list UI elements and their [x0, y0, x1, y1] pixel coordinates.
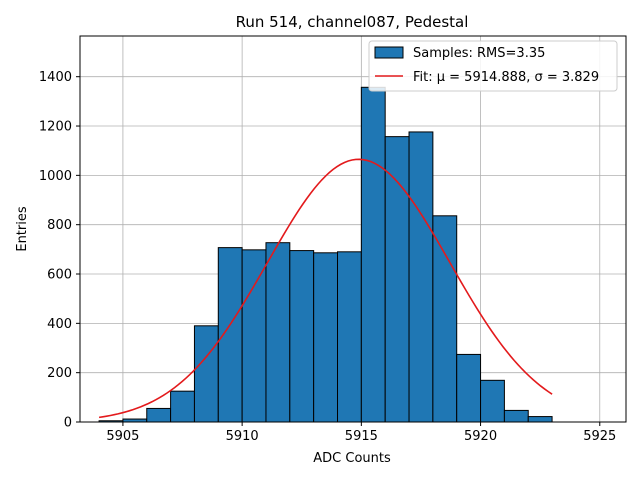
legend-samples-label: Samples: RMS=3.35 [413, 46, 545, 61]
histogram-bar [289, 250, 315, 423]
y-tick-label: 400 [47, 317, 72, 332]
histogram-bar [360, 86, 386, 423]
y-tick-label: 1200 [39, 120, 72, 135]
y-tick-label: 1000 [39, 169, 72, 184]
y-tick-label: 0 [64, 416, 72, 431]
legend: Samples: RMS=3.35 Fit: μ = 5914.888, σ =… [368, 40, 618, 92]
histogram-bar [170, 390, 195, 423]
x-tick-label: 5925 [583, 429, 616, 444]
y-tick-label: 600 [47, 268, 72, 283]
x-tick-label: 5920 [464, 429, 497, 444]
histogram-bar [480, 379, 505, 423]
histogram-bar [241, 249, 267, 423]
histogram-bar [527, 416, 553, 423]
x-tick-label: 5915 [345, 429, 378, 444]
y-axis-ticks: 0 200 400 600 800 1000 1200 1400 [39, 70, 80, 431]
histogram-bars [98, 86, 553, 423]
histogram-bar [432, 215, 458, 423]
chart-title: Run 514, channel087, Pedestal [236, 13, 469, 31]
y-tick-label: 1400 [39, 70, 72, 85]
y-tick-label: 200 [47, 366, 72, 381]
legend-fit-label: Fit: μ = 5914.888, σ = 3.829 [413, 70, 599, 85]
legend-samples-swatch [374, 46, 404, 59]
histogram-bar [265, 242, 291, 423]
histogram-bar [146, 407, 172, 423]
x-tick-label: 5910 [226, 429, 259, 444]
histogram-bar [503, 409, 529, 423]
histogram-bar [193, 325, 219, 423]
histogram-bar [384, 136, 410, 423]
x-tick-label: 5905 [106, 429, 139, 444]
histogram-bar [337, 251, 362, 423]
histogram-bar [313, 252, 339, 423]
legend-box [368, 40, 618, 92]
histogram-bar [456, 353, 482, 423]
histogram-bar [217, 247, 243, 423]
plot-frame [79, 35, 627, 423]
y-axis-label: Entries [15, 206, 30, 252]
fit-curve [98, 158, 553, 419]
histogram-bar [408, 131, 434, 423]
x-axis-label: ADC Counts [313, 451, 391, 466]
x-axis-ticks: 5905 5910 5915 5920 5925 [106, 422, 616, 444]
y-tick-label: 800 [47, 218, 72, 233]
